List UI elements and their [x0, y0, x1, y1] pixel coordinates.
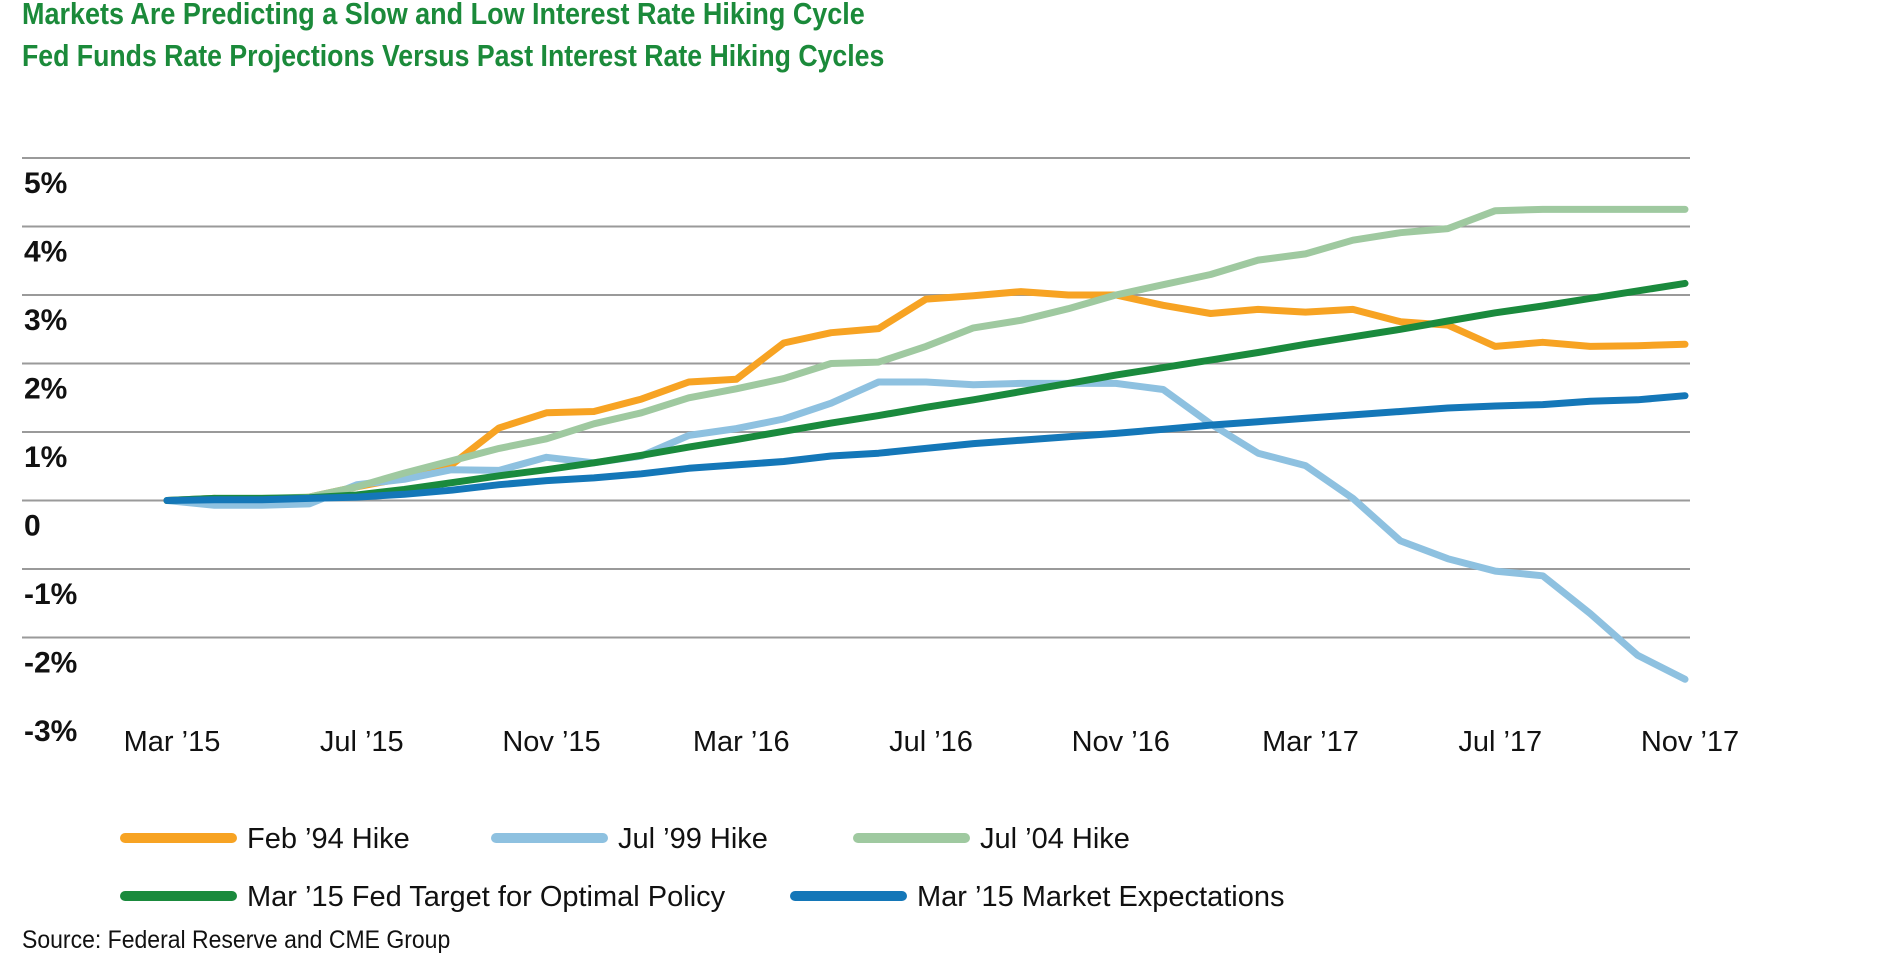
legend-item: Mar ’15 Market Expectations: [790, 881, 1284, 913]
legend-item: Jul ’04 Hike: [853, 823, 1130, 855]
chart-title: Markets Are Predicting a Slow and Low In…: [22, 0, 865, 31]
legend-item: Feb ’94 Hike: [120, 823, 410, 855]
y-tick-label: 5%: [24, 167, 67, 200]
y-tick-label: 1%: [24, 441, 67, 474]
legend-item: Mar ’15 Fed Target for Optimal Policy: [120, 881, 726, 913]
legend-label: Jul ’99 Hike: [618, 823, 768, 855]
legend-label: Feb ’94 Hike: [247, 823, 410, 855]
x-axis-ticks: Mar ’15 Jul ’15 Nov ’15 Mar ’16 Jul ’16 Nov ’…: [124, 726, 1740, 758]
legend-label: Mar ’15 Fed Target for Optimal Policy: [247, 881, 726, 913]
legend: Feb ’94 Hike Jul ’99 Hike Jul ’04 Hike Mar …: [120, 823, 1284, 913]
series-line: [163, 279, 1689, 504]
x-tick-label: Nov ’15: [502, 726, 600, 758]
x-tick-label: Jul ’17: [1458, 726, 1542, 758]
y-axis-ticks: 5% 4% 3% 2% 1% 0 -1% -2% -3%: [24, 167, 77, 748]
source-note: Source: Federal Reserve and CME Group: [22, 926, 451, 954]
y-tick-label: 2%: [24, 373, 67, 406]
chart-subtitle: Fed Funds Rate Projections Versus Past I…: [22, 38, 885, 73]
series-lines: [163, 205, 1689, 683]
y-tick-label: -1%: [24, 578, 77, 611]
legend-label: Jul ’04 Hike: [980, 823, 1130, 855]
y-tick-label: -2%: [24, 647, 77, 680]
y-tick-label: 3%: [24, 304, 67, 337]
x-tick-label: Mar ’15: [124, 726, 221, 758]
y-tick-label: 4%: [24, 236, 67, 269]
x-tick-label: Mar ’16: [693, 726, 790, 758]
x-tick-label: Nov ’16: [1072, 726, 1170, 758]
x-tick-label: Mar ’17: [1262, 726, 1359, 758]
legend-label: Mar ’15 Market Expectations: [917, 881, 1284, 913]
y-tick-label: -3%: [24, 715, 77, 748]
series-line: [163, 378, 1689, 683]
series-line: [163, 205, 1689, 504]
series-line: [163, 392, 1689, 504]
x-tick-label: Nov ’17: [1641, 726, 1739, 758]
x-tick-label: Jul ’15: [320, 726, 404, 758]
series-line: [163, 288, 1689, 506]
y-tick-label: 0: [24, 510, 41, 543]
x-tick-label: Jul ’16: [889, 726, 973, 758]
legend-item: Jul ’99 Hike: [491, 823, 768, 855]
